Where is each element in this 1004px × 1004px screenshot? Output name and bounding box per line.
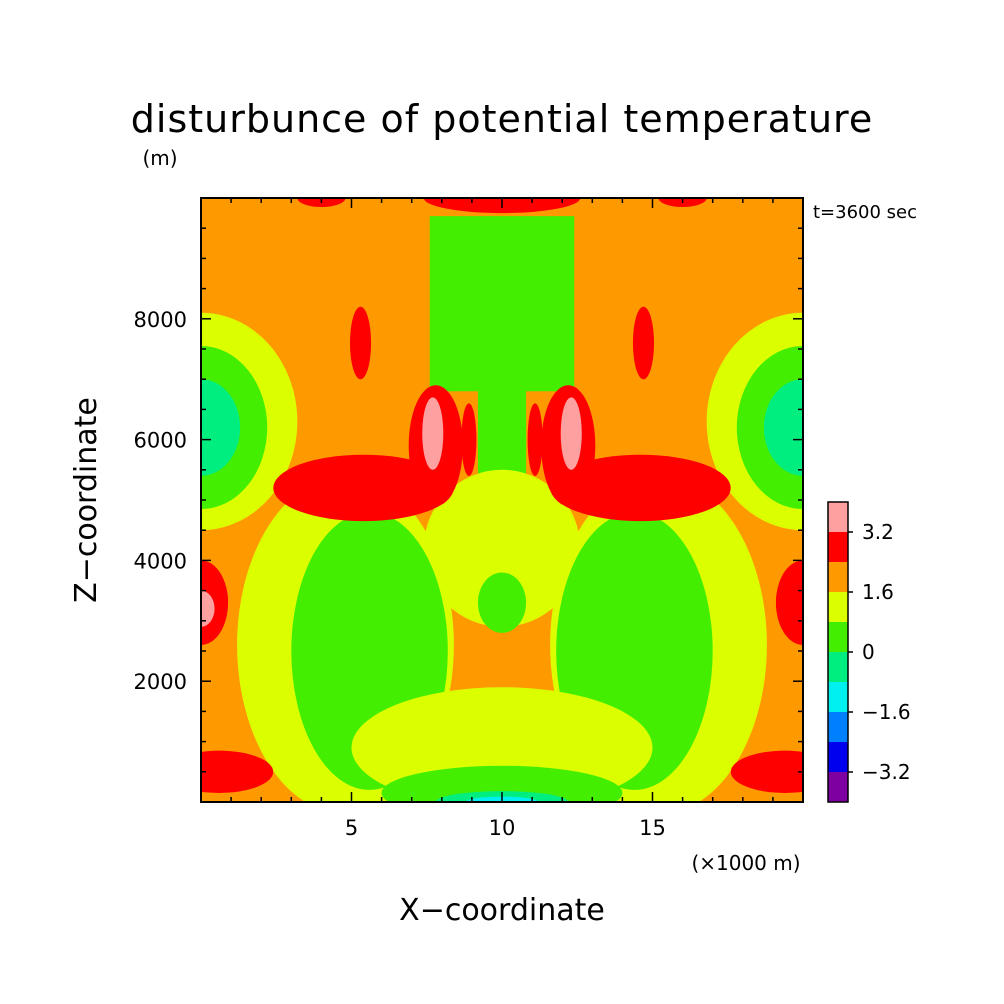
chart-title: disturbunce of potential temperature [131,97,873,141]
contour-region-right-upper-red [632,306,655,380]
contour-region-right-pink-core [560,397,582,470]
colorbar-label: 1.6 [862,580,894,604]
y-axis: 2000 4000 6000 8000 [134,227,803,773]
contour-region-left-pink-core [422,397,444,470]
contour-region-right-bottom-red [730,750,803,793]
contour-region-left-edge-teal [201,379,241,476]
contour-region-left-mid-pink [201,590,215,627]
contour-region-left-inner-red [461,403,477,476]
y-axis-unit: (m) [142,146,177,170]
x-tick-label: 5 [345,816,358,840]
contour-region-right-inner-red [527,403,543,476]
x-tick-label: 15 [639,816,666,840]
colorbar-segment [828,592,848,622]
y-tick-label: 6000 [134,429,187,453]
x-axis: 5 10 15 [230,198,774,840]
y-tick-label: 4000 [134,549,187,573]
colorbar-label: 0 [862,640,875,664]
colorbar-segment [828,502,848,532]
contour-region-mid-center-yellow [423,469,581,627]
colorbar-segment [828,742,848,772]
y-tick-label: 2000 [134,670,187,694]
colorbar-label: −3.2 [862,760,911,784]
contour-region-left-red-lobe [273,454,454,522]
y-tick-label: 8000 [134,308,187,332]
y-axis-label: Z−coordinate [69,397,104,603]
colorbar-label: −1.6 [862,700,911,724]
time-label: t=3600 sec [813,202,917,223]
contour-region-right-red-lobe [550,454,731,522]
contour-region-left-bottom-red [201,750,274,793]
contour-region-upper-center-green-block [429,216,575,392]
x-axis-unit: (×1000 m) [691,851,800,875]
contour-region-mid-center-green-blob [477,572,527,633]
colorbar: 3.2 1.6 0 −1.6 −3.2 [827,501,911,803]
colorbar-label: 3.2 [862,520,894,544]
contour-region-right-mid-red [775,560,803,645]
colorbar-segment [828,652,848,682]
colorbar-segment [828,712,848,742]
colorbar-segment [828,622,848,652]
colorbar-segment [828,562,848,592]
colorbar-segment [828,772,848,802]
contour-region-left-upper-red [349,306,372,380]
contour-field [201,198,803,802]
x-axis-label: X−coordinate [399,893,605,928]
colorbar-segment [828,532,848,562]
x-tick-label: 10 [489,816,516,840]
contour-region-bottom-center-green [381,765,623,802]
contour-region-right-edge-teal [763,379,803,476]
colorbar-segment [828,682,848,712]
